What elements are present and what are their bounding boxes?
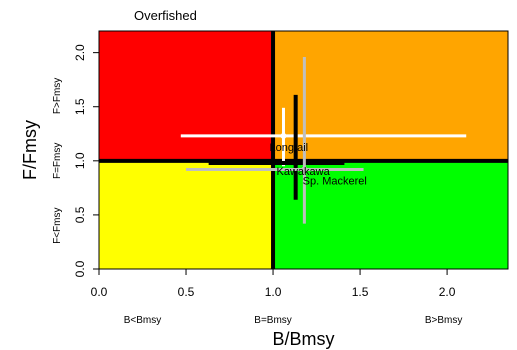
kawakawa-point	[292, 159, 299, 166]
sp-mackerel-point	[301, 166, 308, 173]
sp-mackerel-label: Sp. Mackerel	[303, 176, 367, 188]
x-tick-label: 0.5	[178, 285, 195, 299]
x-tick-label: 1.5	[352, 285, 369, 299]
x-region-label: B=Bmsy	[254, 315, 292, 326]
y-tick-label: 0.0	[73, 260, 87, 277]
longtail-label: Longtail	[270, 142, 309, 154]
y-region-label: F=Fmsy	[52, 143, 63, 179]
quadrant-overfished-overfishing	[99, 31, 274, 161]
x-region-label: B>Bmsy	[425, 315, 463, 326]
quadrant-overfished-no-overfishing	[99, 160, 274, 269]
x-tick-label: 0.0	[91, 285, 108, 299]
x-tick-label: 1.0	[265, 285, 282, 299]
x-region-label: B<Bmsy	[124, 315, 162, 326]
quadrant-healthy-no-overfishing	[273, 160, 508, 269]
x-tick-label: 2.0	[439, 285, 456, 299]
y-tick-label: 0.5	[73, 206, 87, 223]
y-tick-label: 1.5	[73, 98, 87, 115]
y-region-label: F<Fmsy	[52, 208, 63, 244]
y-tick-label: 1.0	[73, 152, 87, 169]
kawakawa-label: Kawakawa	[277, 166, 331, 178]
longtail-point	[280, 132, 287, 139]
x-axis-title: B/Bmsy	[272, 329, 334, 349]
y-tick-label: 2.0	[73, 44, 87, 61]
quadrant-healthy-overfishing	[273, 31, 508, 161]
quadrant-title: Overfished	[134, 8, 197, 23]
y-axis-title: F/Fmsy	[20, 120, 40, 180]
y-region-label: F>Fmsy	[52, 78, 63, 114]
